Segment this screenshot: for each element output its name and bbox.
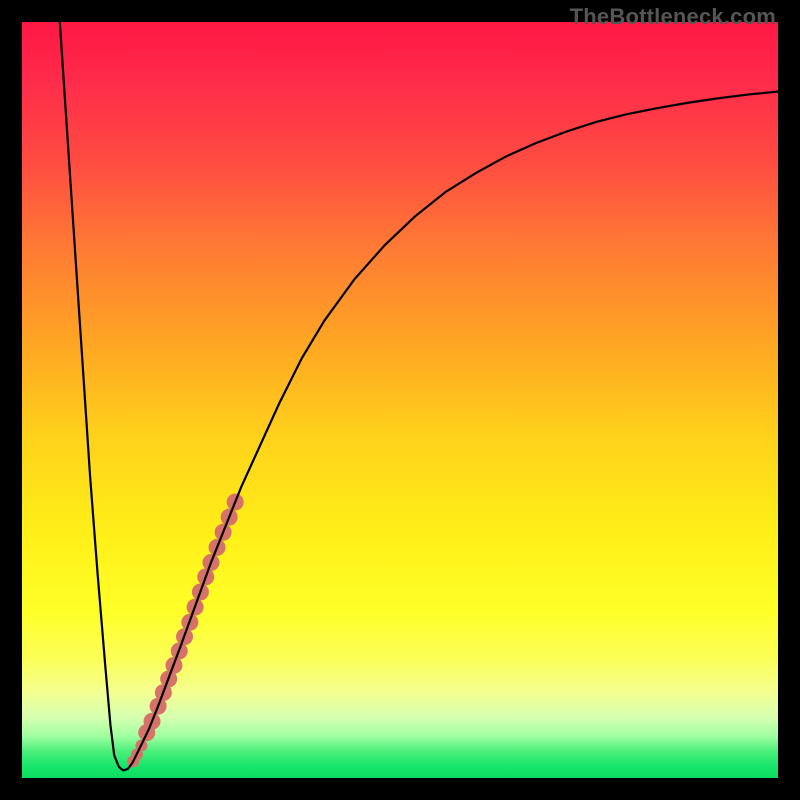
chart-container: TheBottleneck.com — [0, 0, 800, 800]
bottleneck-curve — [60, 22, 778, 770]
plot-area — [22, 22, 778, 778]
watermark-text: TheBottleneck.com — [570, 4, 776, 30]
curve-layer — [22, 22, 778, 778]
